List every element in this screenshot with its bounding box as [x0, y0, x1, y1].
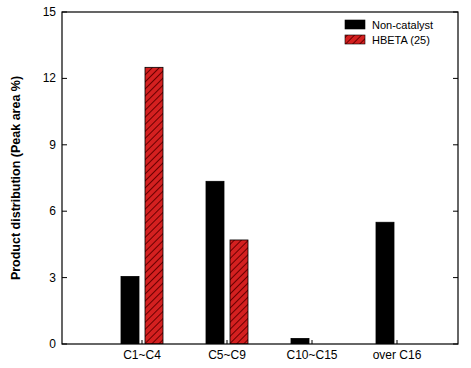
y-tick — [62, 12, 67, 13]
y-tick-label: 6 — [49, 204, 56, 218]
y-tick — [62, 211, 67, 212]
y-axis-label: Product distribution (Peak area %) — [9, 76, 23, 280]
y-tick — [62, 78, 67, 79]
y-tick-right — [453, 277, 458, 278]
bar — [145, 67, 163, 344]
y-tick-right — [453, 78, 458, 79]
x-tick-label: C5~C9 — [208, 348, 246, 362]
legend-label: Non-catalyst — [372, 19, 433, 31]
y-tick-right — [453, 344, 458, 345]
y-tick — [62, 144, 67, 145]
x-tick — [142, 340, 143, 344]
y-tick-label: 15 — [43, 5, 57, 19]
x-tick-label: C10~C15 — [286, 348, 337, 362]
bar — [230, 240, 248, 344]
x-tick — [312, 340, 313, 344]
y-tick-right — [453, 144, 458, 145]
y-tick-right — [453, 12, 458, 13]
bar — [291, 338, 309, 344]
y-tick-label: 0 — [49, 337, 56, 351]
x-tick-label: C1~C4 — [123, 348, 161, 362]
bar — [121, 276, 139, 344]
chart-svg: 0 3 6 9 12 15 C1~C4 C5~C9 C10~C15 over C16 Product… — [0, 0, 471, 368]
legend-swatch — [345, 35, 365, 44]
legend: Non-catalyst HBETA (25) — [345, 19, 433, 46]
x-tick — [227, 340, 228, 344]
y-tick — [62, 277, 67, 278]
bars — [121, 67, 394, 344]
legend-swatch — [345, 20, 365, 29]
bar — [376, 222, 394, 344]
bar — [206, 181, 224, 344]
x-tick — [397, 340, 398, 344]
y-tick-label: 3 — [49, 271, 56, 285]
y-tick-label: 9 — [49, 138, 56, 152]
x-tick-label: over C16 — [373, 348, 422, 362]
legend-label: HBETA (25) — [372, 34, 430, 46]
y-tick — [62, 344, 67, 345]
plot-frame — [62, 12, 458, 344]
chart-container: 0 3 6 9 12 15 C1~C4 C5~C9 C10~C15 over C16 Product… — [0, 0, 471, 368]
y-tick-label: 12 — [43, 71, 57, 85]
y-tick-right — [453, 211, 458, 212]
